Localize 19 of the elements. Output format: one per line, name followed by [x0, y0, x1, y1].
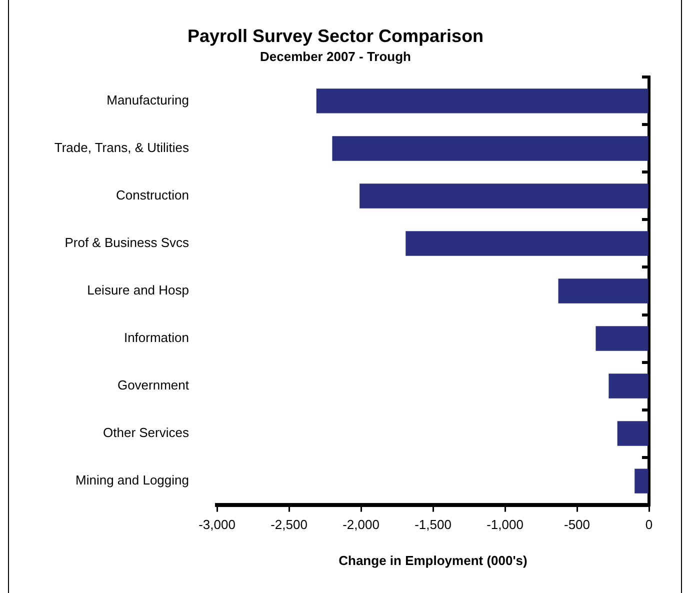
y-tick-label: Information [124, 330, 189, 346]
x-tick-label: -2,000 [342, 517, 380, 532]
x-tick-label: -1,000 [486, 517, 524, 532]
y-tick-label: Mining and Logging [76, 472, 189, 488]
y-tick-label: Prof & Business Svcs [64, 235, 190, 250]
chart-title: Payroll Survey Sector Comparison [187, 26, 484, 46]
x-tick-label: -3,000 [198, 517, 236, 532]
y-tick-label: Other Services [103, 425, 190, 440]
chart-subtitle: December 2007 - Trough [260, 48, 412, 64]
x-tick-label: -1,500 [414, 517, 452, 532]
y-tick-label: Government [117, 378, 190, 393]
x-tick-label: -2,500 [270, 517, 308, 532]
x-tick-label: -500 [564, 517, 590, 532]
y-tick-label: Manufacturing [106, 92, 189, 108]
y-tick-label: Leisure and Hosp [87, 282, 189, 298]
y-tick-label: Trade, Trans, & Utilities [54, 140, 190, 156]
y-tick-label: Construction [116, 188, 189, 203]
x-tick-label: 0 [645, 517, 653, 532]
x-axis-title: Change in Employment (000's) [338, 552, 528, 568]
